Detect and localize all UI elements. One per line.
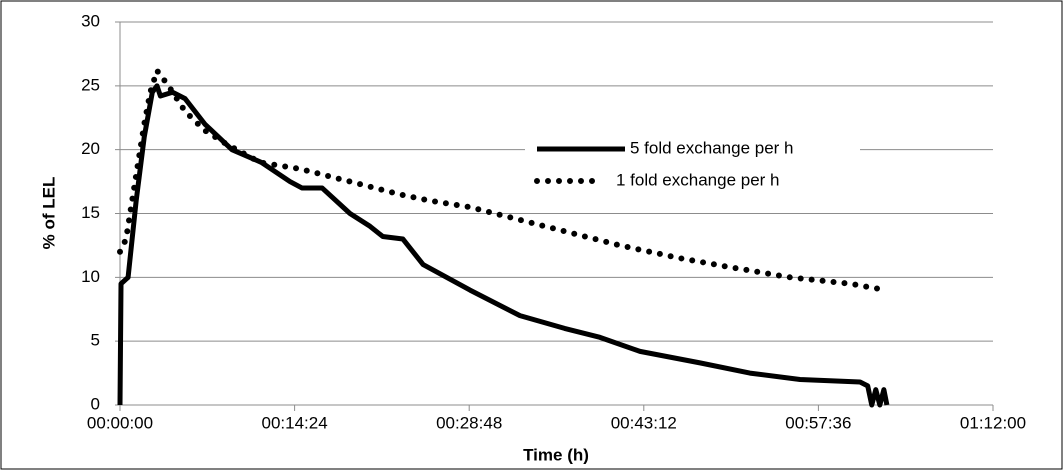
x-tick-label: 00:57:36 xyxy=(785,413,851,432)
y-tick-label: 15 xyxy=(81,203,100,222)
legend-box xyxy=(525,133,860,197)
x-tick-label: 00:00:00 xyxy=(87,413,153,432)
x-tick-label: 00:14:24 xyxy=(262,413,328,432)
y-tick-label: 30 xyxy=(81,11,100,30)
y-tick-label: 0 xyxy=(91,394,100,413)
y-tick-label: 10 xyxy=(81,267,100,286)
plot xyxy=(117,64,890,408)
y-tick-label: 5 xyxy=(91,331,100,350)
y-tick-label: 20 xyxy=(81,139,100,158)
y-tick-label: 25 xyxy=(81,75,100,94)
legend-label: 1 fold exchange per h xyxy=(616,170,780,189)
legend: 5 fold exchange per h 1 fold exchange per… xyxy=(525,133,860,197)
x-tick-label: 00:43:12 xyxy=(611,413,677,432)
data-line xyxy=(117,83,890,408)
legend-label: 5 fold exchange per h xyxy=(630,138,794,157)
grid: 0 5 10 15 20 25 30 00:00:00 00:14:24 00:28:48 00:4… xyxy=(81,11,1026,432)
x-tick-label: 01:12:00 xyxy=(960,413,1026,432)
x-tick-label: 00:28:48 xyxy=(436,413,502,432)
data-line xyxy=(117,64,889,294)
y-axis-title: % of LEL xyxy=(39,177,58,250)
x-axis-title: Time (h) xyxy=(523,445,589,464)
